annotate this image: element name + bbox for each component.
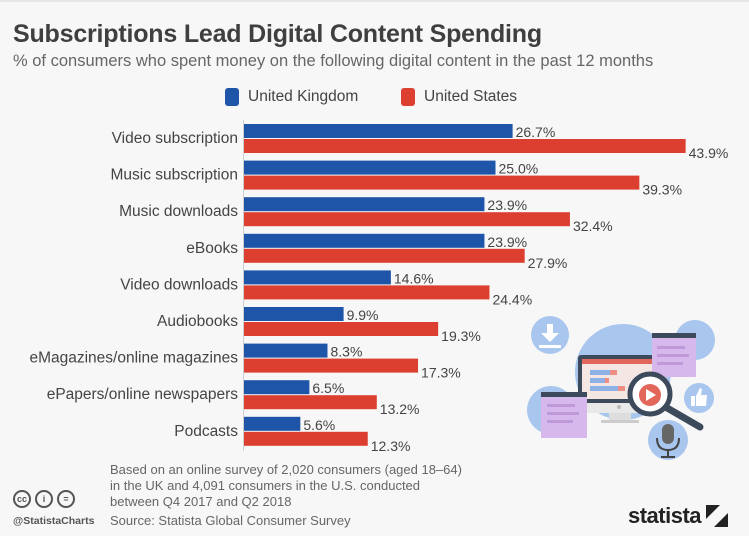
legend-label-uk: United Kingdom [248, 88, 359, 105]
no-derivatives-icon[interactable]: = [57, 490, 75, 508]
category-label: Audiobooks [157, 313, 238, 330]
value-label-us: 27.9% [528, 255, 568, 271]
bar-uk [244, 160, 496, 175]
bar-us [244, 431, 368, 446]
value-label-uk: 14.6% [394, 270, 434, 286]
bar-us [244, 358, 419, 373]
value-label-us: 43.9% [689, 145, 729, 161]
bar-us [244, 175, 640, 190]
category-label: Video subscription [112, 130, 238, 147]
download-icon [531, 316, 569, 354]
category-label: eMagazines/online magazines [29, 350, 238, 367]
bar-uk [244, 124, 513, 138]
bar-us [244, 322, 439, 336]
value-label-us: 39.3% [642, 182, 682, 198]
note-line: between Q4 2017 and Q2 2018 [110, 494, 292, 509]
value-label-us: 17.3% [421, 365, 461, 381]
bar-uk [244, 380, 310, 395]
bar-uk [244, 416, 301, 431]
survey-note: Based on an online survey of 2,020 consu… [110, 462, 510, 510]
value-label-uk: 25.0% [499, 161, 539, 177]
legend-item-uk: United Kingdom [225, 88, 358, 106]
category-label: eBooks [186, 240, 238, 257]
bar-uk [244, 197, 485, 212]
statista-logo[interactable]: statista [628, 503, 729, 529]
cc-icon[interactable]: cc [13, 490, 31, 508]
bar-uk [244, 307, 344, 321]
magnifier-play-icon [627, 371, 704, 431]
value-label-uk: 23.9% [487, 234, 527, 250]
value-label-us: 12.3% [371, 438, 411, 454]
bar-us [244, 395, 377, 410]
bar-us [244, 248, 525, 263]
bar-us [244, 139, 686, 153]
license-icons: cc i = [13, 490, 75, 508]
chart-title: Subscriptions Lead Digital Content Spend… [13, 20, 542, 48]
bar-us [244, 285, 490, 300]
bar-uk [244, 233, 485, 248]
legend-item-us: United States [401, 88, 517, 106]
category-label: ePapers/online newspapers [47, 386, 239, 403]
document-window-icon [652, 333, 696, 377]
attribution-icon[interactable]: i [35, 490, 53, 508]
legend: United Kingdom United States [0, 88, 749, 110]
value-label-us: 13.2% [380, 401, 420, 417]
twitter-handle[interactable]: @StatistaCharts [13, 515, 95, 527]
value-label-us: 24.4% [492, 291, 532, 307]
value-label-uk: 26.7% [516, 124, 556, 140]
value-label-uk: 5.6% [303, 417, 335, 433]
document-window-icon [541, 392, 587, 438]
value-label-uk: 9.9% [347, 307, 379, 323]
chart-subtitle: % of consumers who spent money on the fo… [13, 52, 654, 70]
category-label: Video downloads [120, 276, 238, 293]
brand-name: statista [628, 503, 702, 528]
category-label: Podcasts [174, 423, 238, 440]
category-label: Music downloads [119, 203, 238, 220]
source-text: Source: Statista Global Consumer Survey [110, 513, 351, 528]
note-line: in the UK and 4,091 consumers in the U.S… [110, 478, 421, 493]
bar-uk [244, 343, 328, 358]
value-label-us: 32.4% [573, 218, 613, 234]
legend-label-us: United States [424, 88, 518, 105]
legend-swatch-us [401, 88, 415, 106]
note-line: Based on an online survey of 2,020 consu… [110, 462, 462, 477]
bar-us [244, 212, 570, 227]
microphone-icon [648, 420, 688, 460]
bar-uk [244, 270, 391, 285]
value-label-uk: 6.5% [312, 380, 344, 396]
top-divider [0, 0, 749, 2]
category-label: Music subscription [111, 167, 239, 184]
value-label-us: 19.3% [441, 328, 481, 344]
digital-content-illustration [527, 316, 715, 460]
legend-swatch-uk [225, 88, 239, 106]
statista-mark-icon [706, 505, 729, 527]
value-label-uk: 8.3% [330, 344, 362, 360]
value-label-uk: 23.9% [487, 197, 527, 213]
thumbs-up-icon [684, 383, 714, 413]
